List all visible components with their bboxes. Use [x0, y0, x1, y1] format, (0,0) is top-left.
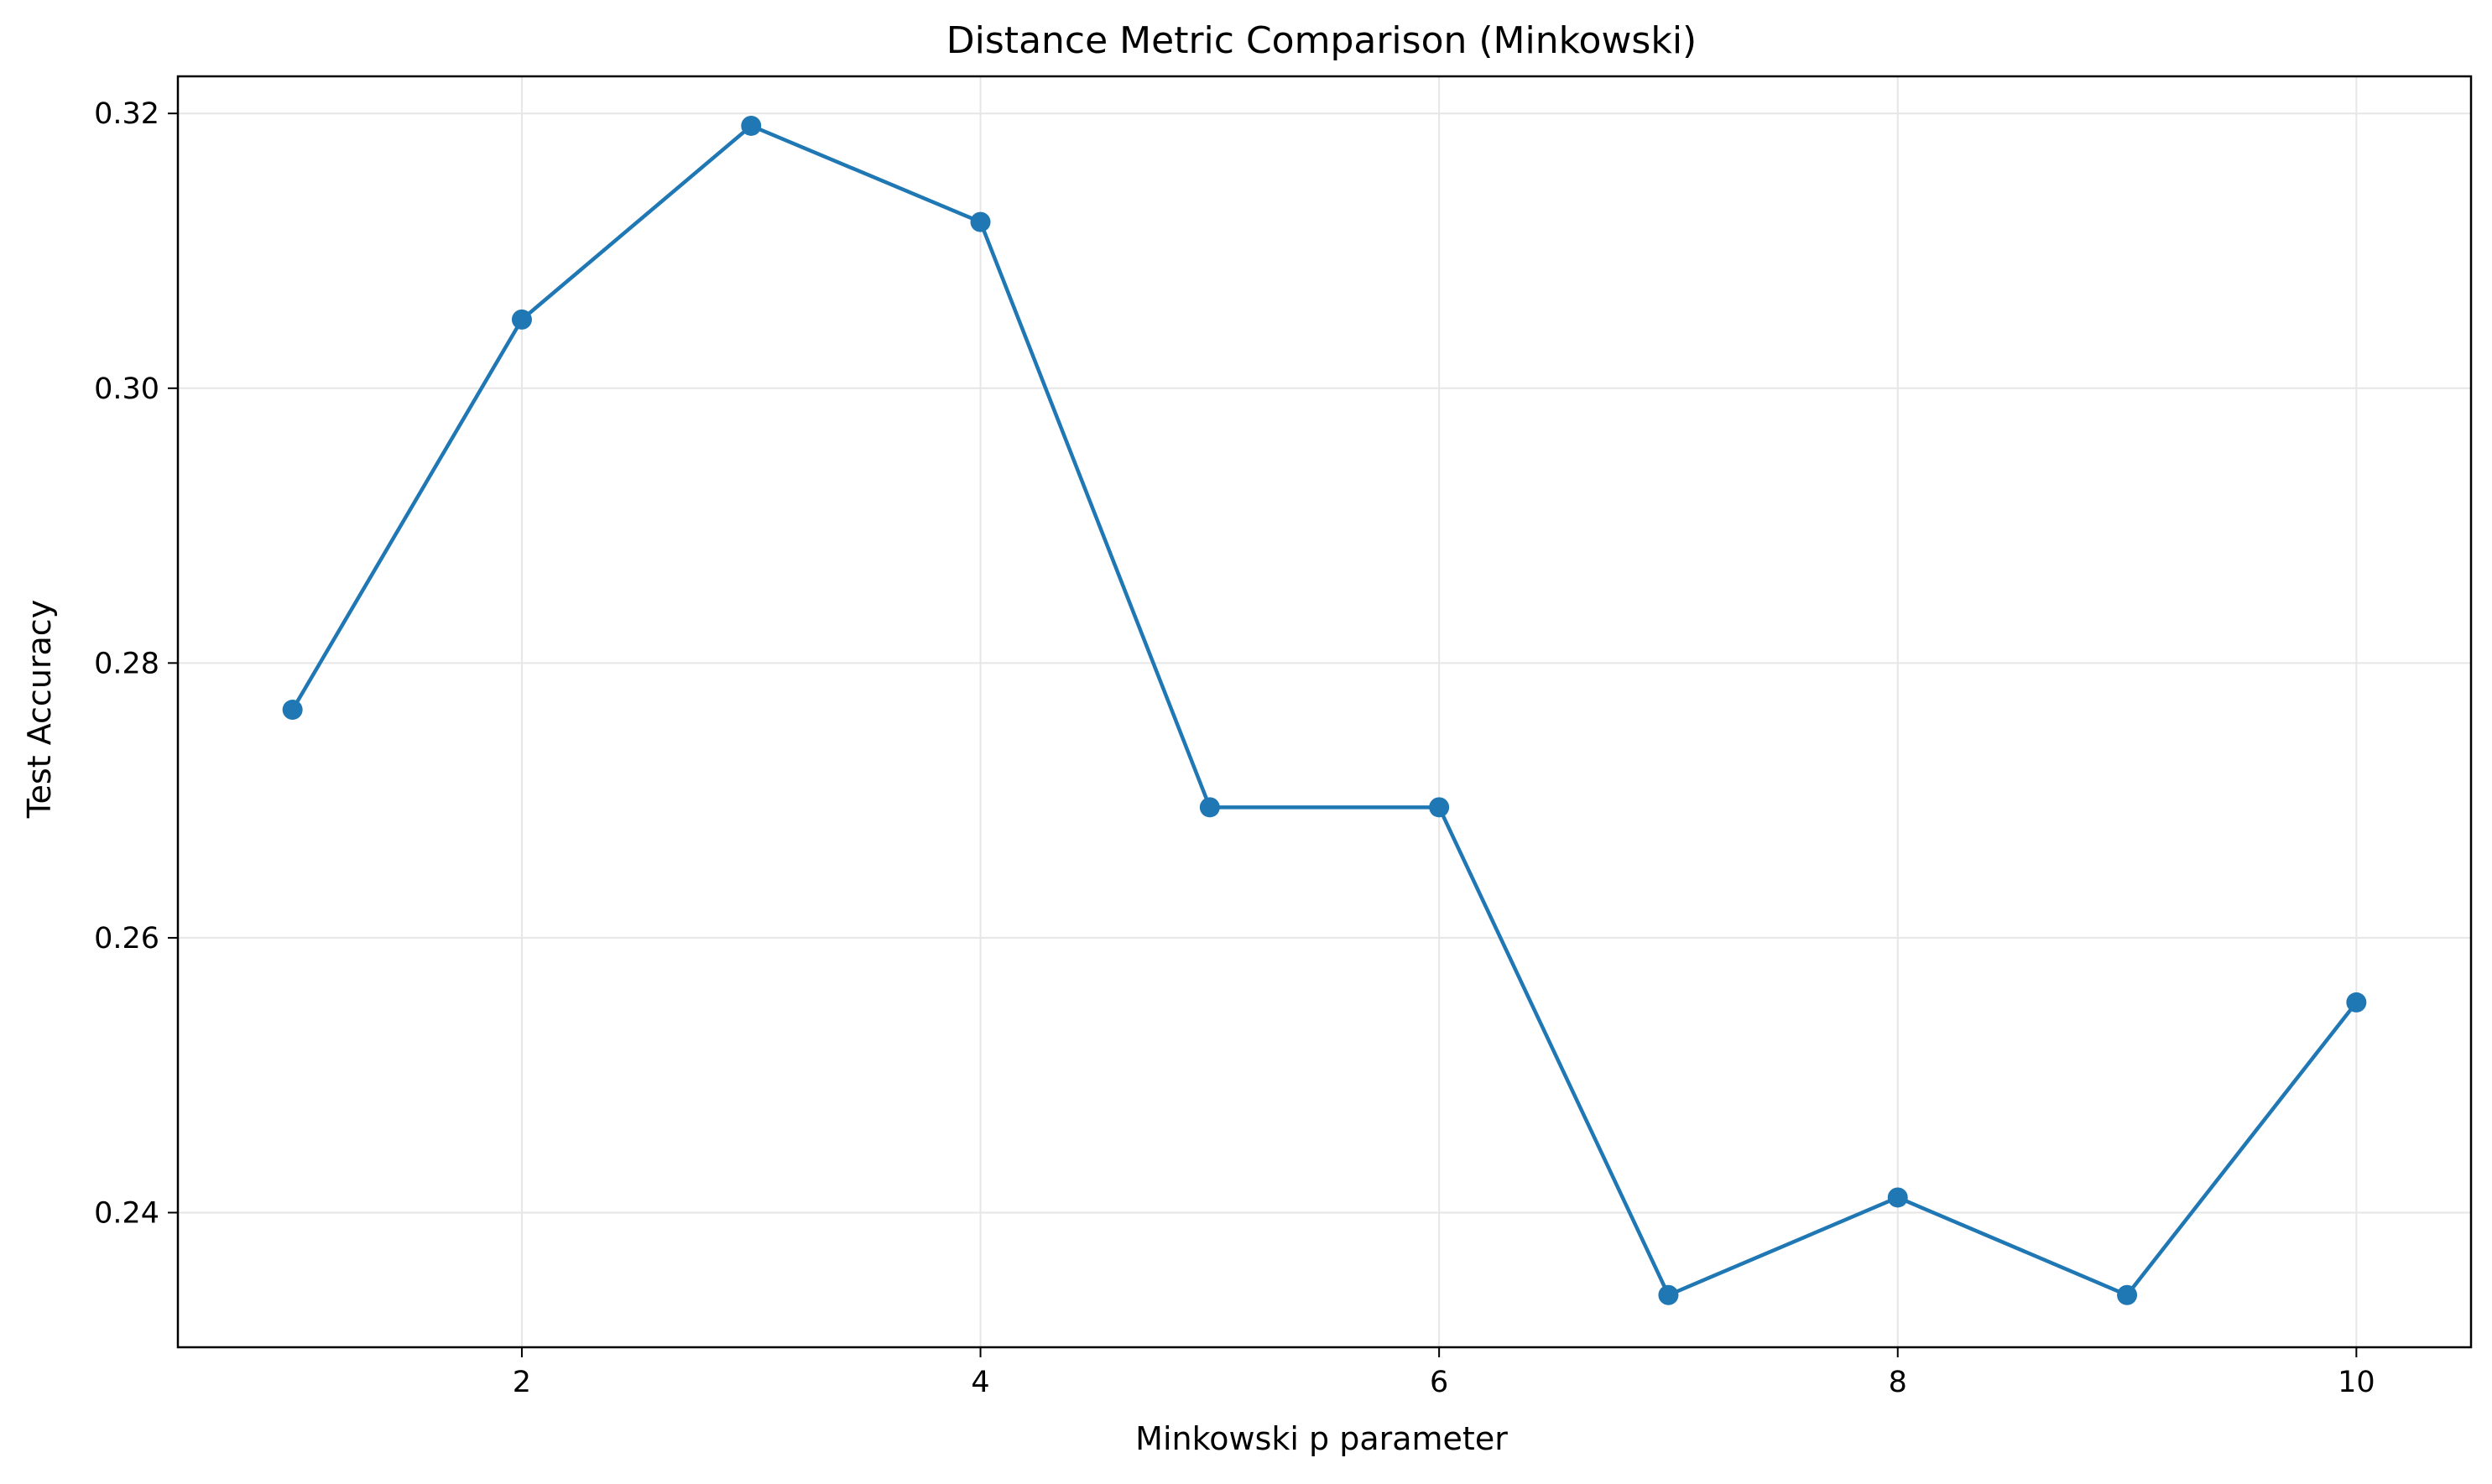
data-point: [1429, 797, 1450, 818]
data-point: [1658, 1284, 1679, 1305]
x-tick-label: 2: [513, 1366, 531, 1399]
data-point: [282, 700, 303, 721]
y-tick-label: 0.28: [94, 647, 159, 680]
data-point: [970, 211, 991, 232]
y-tick-label: 0.30: [94, 372, 159, 406]
data-point: [741, 115, 762, 136]
y-tick-label: 0.26: [94, 922, 159, 955]
plot-frame: [176, 75, 2473, 1349]
x-tick-label: 6: [1430, 1366, 1448, 1399]
tick-layer: 2 4 6 8 10 0.24 0.26 0.28 0.30 0.32: [94, 97, 2375, 1399]
series-layer: [282, 115, 2367, 1305]
data-point: [511, 309, 532, 330]
x-tick-label: 4: [971, 1366, 989, 1399]
data-point: [1199, 797, 1220, 818]
chart-title: Distance Metric Comparison (Minkowski): [946, 19, 1697, 62]
x-tick-label: 8: [1889, 1366, 1907, 1399]
x-axis-label: Minkowski p parameter: [1135, 1420, 1508, 1457]
data-point: [2117, 1284, 2138, 1305]
y-axis-label: Test Accuracy: [21, 600, 58, 819]
x-tick-label: 10: [2338, 1366, 2375, 1399]
data-point: [1887, 1187, 1908, 1208]
series-line: [290, 123, 2359, 1298]
y-tick-label: 0.32: [94, 97, 159, 131]
data-point: [2346, 992, 2367, 1013]
grid-layer: [178, 76, 2471, 1347]
y-tick-label: 0.24: [94, 1196, 159, 1230]
